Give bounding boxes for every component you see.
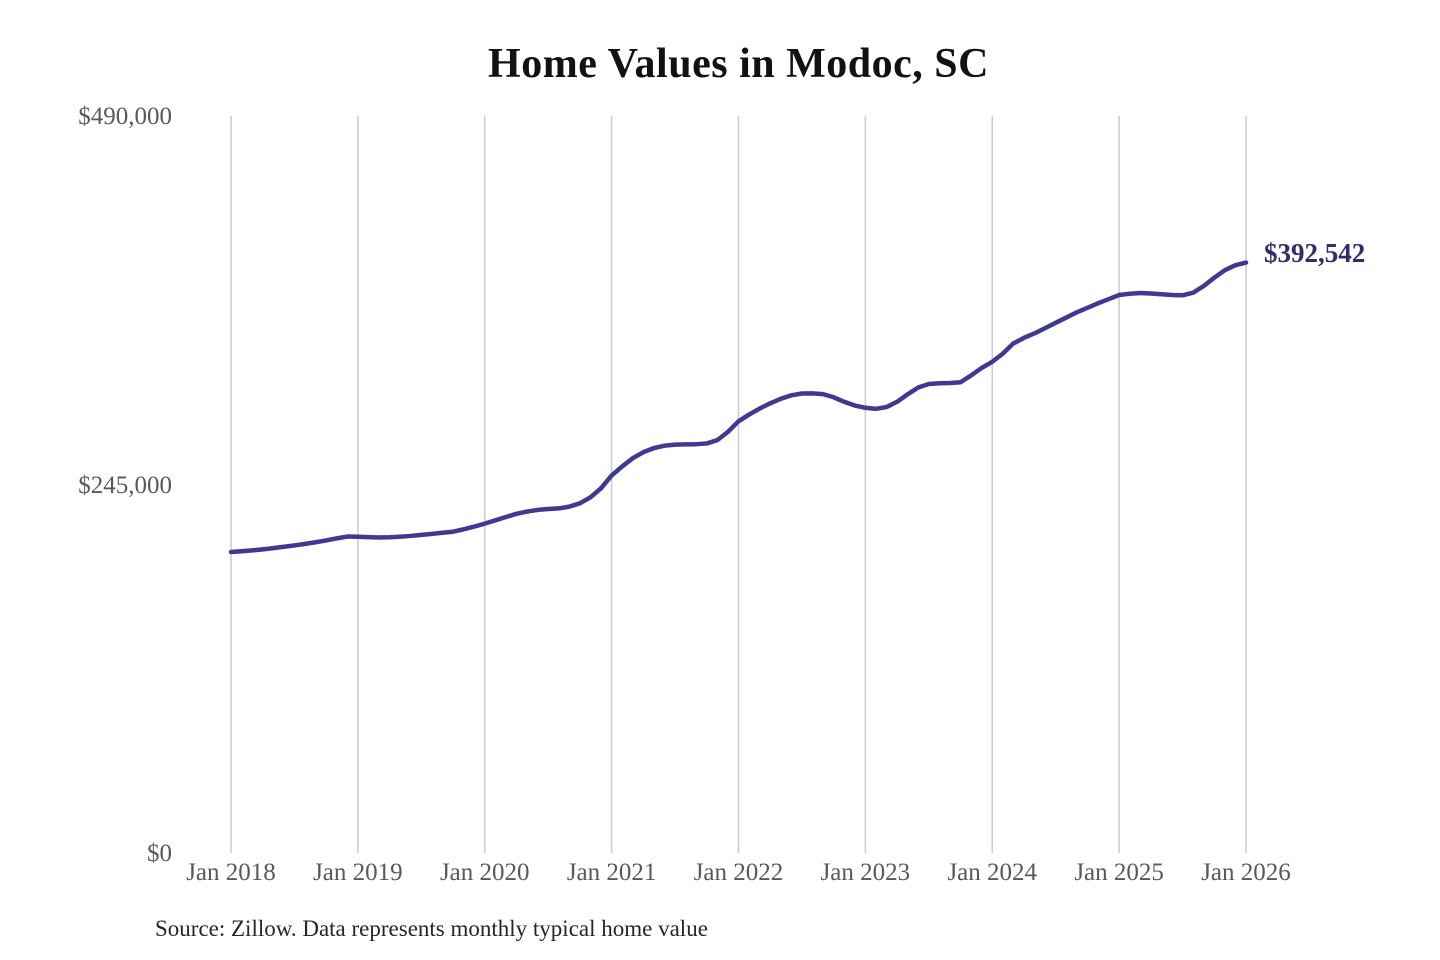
x-tick-label: Jan 2018 xyxy=(186,859,276,886)
y-tick-label: $245,000 xyxy=(78,471,172,499)
y-tick-label: $490,000 xyxy=(78,103,172,130)
x-tick-label: Jan 2025 xyxy=(1074,859,1164,886)
x-tick-label: Jan 2020 xyxy=(439,859,530,886)
x-tick-label: Jan 2019 xyxy=(313,859,403,886)
x-tick-label: Jan 2023 xyxy=(820,859,911,886)
x-tick-label: Jan 2022 xyxy=(693,859,784,886)
vertical-gridlines xyxy=(230,116,1247,853)
chart-title: Home Values in Modoc, SC xyxy=(488,41,989,87)
plot-area xyxy=(228,116,1249,853)
x-tick-label: Jan 2024 xyxy=(947,859,1038,886)
source-note: Source: Zillow. Data represents monthly … xyxy=(155,916,708,941)
x-tick-label: Jan 2021 xyxy=(566,859,657,886)
x-tick-label: Jan 2026 xyxy=(1201,859,1291,886)
current-value-label: $392,542 xyxy=(1264,238,1366,268)
home-value-line xyxy=(228,260,1249,555)
y-tick-label: $0 xyxy=(147,840,172,867)
